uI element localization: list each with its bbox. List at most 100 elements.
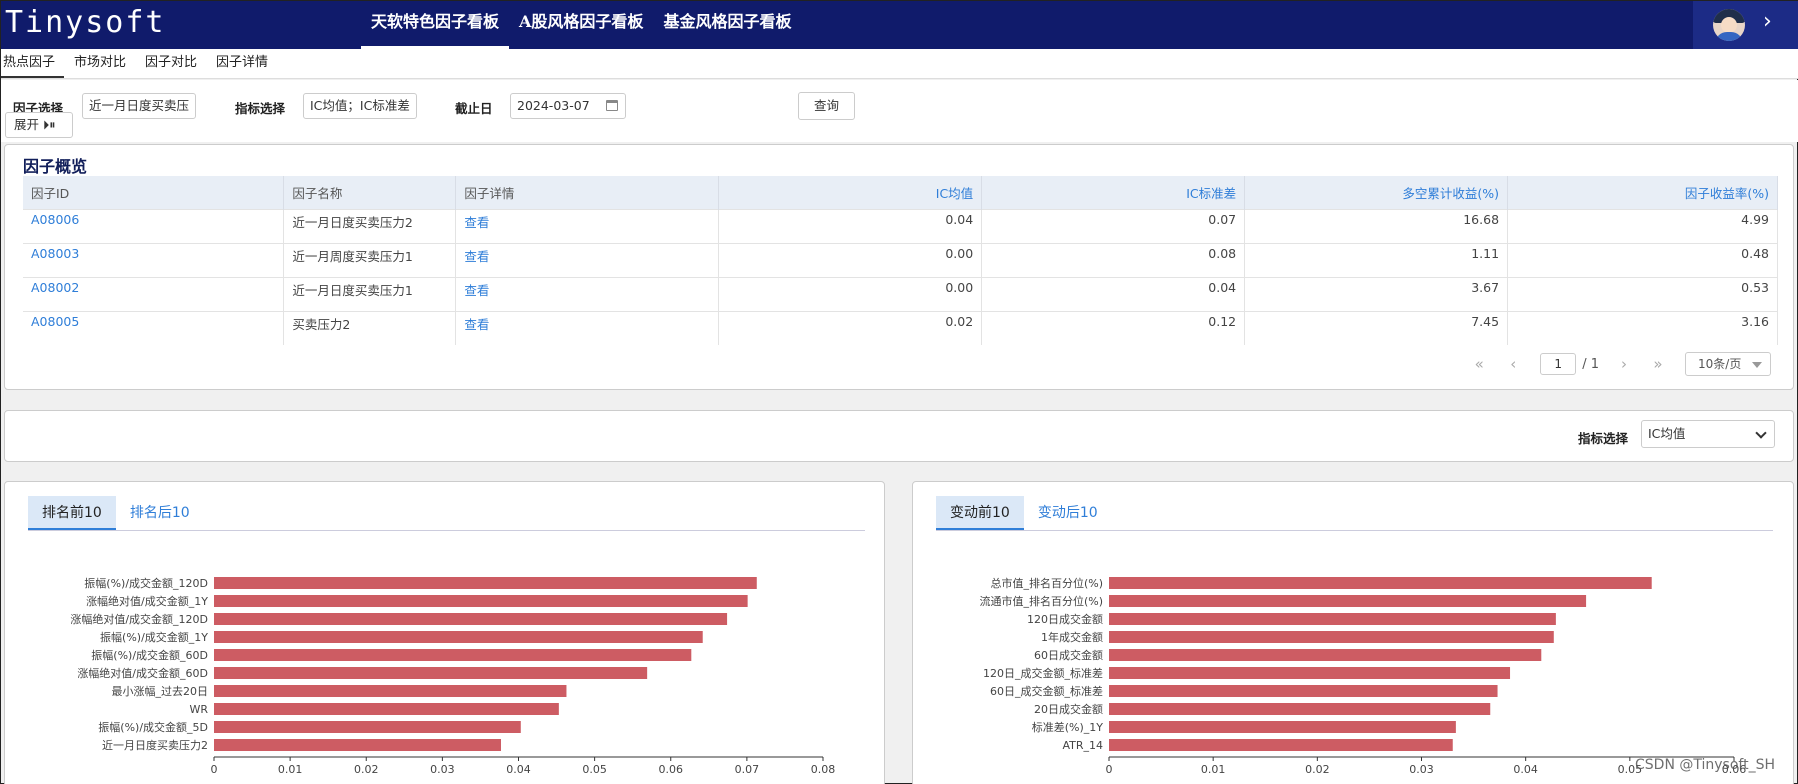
factor-name: 买卖压力2 bbox=[283, 310, 457, 345]
col-header-name[interactable]: 因子名称 bbox=[283, 176, 457, 209]
category-label: 120日成交金额 bbox=[1027, 612, 1103, 626]
factor-return-value: 4.99 bbox=[1507, 208, 1778, 243]
x-tick-label: 0.03 bbox=[1409, 763, 1434, 776]
category-label: 1年成交金额 bbox=[1041, 630, 1103, 644]
bar[interactable] bbox=[214, 739, 501, 751]
chevron-down-icon bbox=[1755, 427, 1767, 439]
bar[interactable] bbox=[1109, 739, 1453, 751]
col-header-ic-mean[interactable]: IC均值 bbox=[718, 176, 983, 209]
tab-change-bottom10[interactable]: 变动后10 bbox=[1037, 505, 1098, 521]
metric-select-input[interactable]: IC均值；IC标准差 bbox=[303, 93, 417, 119]
bar[interactable] bbox=[1109, 631, 1554, 643]
app-logo[interactable]: Tinysoft bbox=[5, 5, 166, 40]
last-page-icon[interactable]: » bbox=[1653, 355, 1663, 373]
x-tick-label: 0.07 bbox=[735, 763, 760, 776]
bar[interactable] bbox=[214, 703, 559, 715]
tab-tinysoft-factor-board[interactable]: 天软特色因子看板 bbox=[361, 1, 510, 49]
overview-title: 因子概览 bbox=[23, 157, 88, 176]
factor-overview-panel: 因子概览 因子ID 因子名称 因子详情 IC均值 IC标准差 多空累计收益(%)… bbox=[4, 144, 1794, 390]
user-menu[interactable]: › bbox=[1693, 1, 1798, 49]
tab-top10[interactable]: 排名前10 bbox=[28, 496, 116, 530]
tab-fund-style-board[interactable]: 基金风格因子看板 bbox=[663, 12, 792, 31]
col-header-id[interactable]: 因子ID bbox=[23, 176, 285, 209]
change-bar-chart: 总市值_排名百分位(%) 流通市值_排名百分位(%) 120日成交金额 1年成交金额 6… bbox=[979, 576, 1746, 776]
tab-bottom10[interactable]: 排名后10 bbox=[129, 505, 190, 521]
bar[interactable] bbox=[1109, 613, 1556, 625]
tab-change-top10[interactable]: 变动前10 bbox=[936, 496, 1024, 530]
bar[interactable] bbox=[214, 577, 757, 589]
ls-return-value: 16.68 bbox=[1244, 208, 1509, 243]
x-tick-label: 0.06 bbox=[659, 763, 684, 776]
view-detail-link[interactable]: 查看 bbox=[455, 310, 720, 345]
category-label: 最小涨幅_过去20日 bbox=[112, 685, 209, 698]
bar[interactable] bbox=[214, 685, 567, 697]
calendar-icon[interactable] bbox=[606, 100, 618, 111]
ic-mean-value: 0.02 bbox=[718, 310, 983, 345]
x-tick-label: 0.02 bbox=[1305, 763, 1330, 776]
col-header-detail[interactable]: 因子详情 bbox=[455, 176, 720, 209]
ranking-chart-panel: 排名前10 排名后10 振幅(%)/成交金额_120D 涨幅绝对值/成交金额_1Y… bbox=[4, 481, 885, 784]
col-header-ls-return[interactable]: 多空累计收益(%) bbox=[1244, 176, 1509, 209]
first-page-icon[interactable]: « bbox=[1474, 355, 1484, 373]
chevron-right-icon[interactable]: › bbox=[1763, 9, 1772, 34]
bar[interactable] bbox=[214, 649, 692, 661]
x-tick-label: 0.05 bbox=[1618, 763, 1643, 776]
metric-selector-label: 指标选择 bbox=[1578, 431, 1629, 446]
factor-id-link[interactable]: A08006 bbox=[23, 208, 285, 243]
category-label: 近一月日度买卖压力2 bbox=[102, 738, 208, 752]
category-label: 涨幅绝对值/成交金额_60D bbox=[77, 666, 208, 680]
category-label: 120日_成交金额_标准差 bbox=[983, 666, 1103, 680]
x-tick-label: 0 bbox=[211, 763, 218, 776]
tab-factor-detail[interactable]: 因子详情 bbox=[216, 55, 269, 70]
page-number-input[interactable]: 1 bbox=[1540, 353, 1577, 375]
bar[interactable] bbox=[214, 631, 703, 643]
bar[interactable] bbox=[214, 721, 521, 733]
factor-id-link[interactable]: A08003 bbox=[23, 242, 285, 277]
bar[interactable] bbox=[214, 613, 728, 625]
ls-return-value: 1.11 bbox=[1244, 242, 1509, 277]
bar[interactable] bbox=[1109, 721, 1456, 733]
metric-selector-value: IC均值 bbox=[1648, 426, 1686, 441]
table-row: A08005 买卖压力2 查看 0.02 0.12 7.45 3.16 bbox=[23, 310, 1778, 345]
prev-page-icon[interactable]: ‹ bbox=[1510, 355, 1517, 373]
avatar[interactable] bbox=[1713, 9, 1745, 41]
col-header-ic-std[interactable]: IC标准差 bbox=[981, 176, 1246, 209]
view-detail-link[interactable]: 查看 bbox=[455, 276, 720, 311]
bar[interactable] bbox=[1109, 595, 1587, 607]
x-tick-label: 0.03 bbox=[430, 763, 455, 776]
factor-select-input[interactable]: 近一月日度买卖压 bbox=[82, 93, 196, 119]
tab-a-share-style-board[interactable]: A股风格因子看板 bbox=[519, 12, 644, 31]
view-detail-link[interactable]: 查看 bbox=[455, 242, 720, 277]
factor-id-link[interactable]: A08005 bbox=[23, 310, 285, 345]
bar[interactable] bbox=[1109, 685, 1498, 697]
page-size-select[interactable]: 10条/页 bbox=[1685, 352, 1771, 376]
page-size-value: 10条/页 bbox=[1698, 357, 1742, 371]
bar[interactable] bbox=[1109, 649, 1542, 661]
bar[interactable] bbox=[1109, 667, 1511, 679]
query-button[interactable]: 查询 bbox=[798, 92, 855, 120]
ic-std-value: 0.07 bbox=[981, 208, 1246, 243]
x-tick-label: 0.04 bbox=[506, 763, 531, 776]
bar[interactable] bbox=[214, 595, 748, 607]
bar[interactable] bbox=[1109, 577, 1652, 589]
bar[interactable] bbox=[214, 667, 648, 679]
next-page-icon[interactable]: › bbox=[1621, 355, 1627, 373]
end-date-label: 截止日 bbox=[455, 101, 493, 116]
bar[interactable] bbox=[1109, 703, 1491, 715]
tab-market-compare[interactable]: 市场对比 bbox=[74, 55, 127, 70]
table-row: A08002 近一月日度买卖压力1 查看 0.00 0.04 3.67 0.53 bbox=[23, 276, 1778, 311]
tab-factor-compare[interactable]: 因子对比 bbox=[145, 55, 198, 70]
end-date-picker[interactable]: 2024-03-07 bbox=[510, 93, 626, 119]
category-label: 标准差(%)_1Y bbox=[1032, 720, 1104, 734]
view-detail-link[interactable]: 查看 bbox=[455, 208, 720, 243]
tab-hot-factors[interactable]: 热点因子 bbox=[1, 49, 65, 78]
ic-std-value: 0.08 bbox=[981, 242, 1246, 277]
metric-selector-panel: 指标选择 IC均值 bbox=[4, 410, 1794, 462]
expand-button[interactable]: 展开 ⏵⏸ bbox=[5, 112, 73, 138]
metric-select-label: 指标选择 bbox=[235, 101, 286, 116]
metric-selector-dropdown[interactable]: IC均值 bbox=[1641, 420, 1775, 448]
factor-name: 近一月周度买卖压力1 bbox=[283, 242, 457, 277]
x-tick-label: 0 bbox=[1106, 763, 1113, 776]
factor-id-link[interactable]: A08002 bbox=[23, 276, 285, 311]
col-header-factor-return[interactable]: 因子收益率(%) bbox=[1507, 176, 1778, 209]
